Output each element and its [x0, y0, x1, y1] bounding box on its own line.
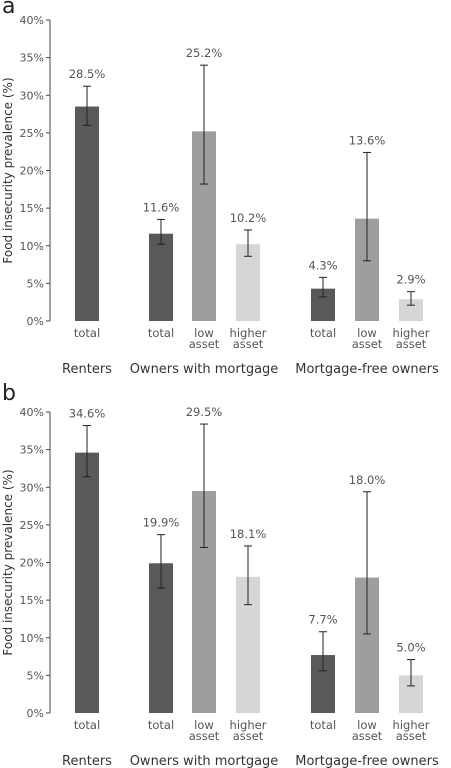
- panel-a-data-label: 4.3%: [308, 258, 337, 272]
- panel-b-y-tick-label: 25%: [20, 519, 44, 532]
- panel-a-bar: [399, 299, 423, 321]
- panel-label-a: a: [2, 0, 16, 19]
- panel-b-y-tick-label: 35%: [20, 444, 44, 457]
- panel-b-bar: [75, 452, 99, 713]
- panel-b-x-tick-label: higher asset: [230, 718, 267, 743]
- panel-a-y-tick-label: 20%: [20, 165, 44, 178]
- panel-b-data-label: 18.1%: [230, 527, 267, 541]
- panel-b-data-label: 5.0%: [396, 641, 425, 655]
- panel-a-group-label: Owners with mortgage: [130, 362, 279, 377]
- panel-a-y-tick-label: 5%: [27, 277, 44, 290]
- panel-a-x-tick-label: higher asset: [393, 326, 430, 351]
- panel-a-x-tick-label: low asset: [189, 326, 220, 351]
- panel-a-x-tick-label: low asset: [352, 326, 383, 351]
- panel-b-x-tick-label: low asset: [352, 718, 383, 743]
- panel-b-x-tick-label: total: [310, 718, 336, 732]
- panel-b-group-label: Renters: [62, 754, 112, 768]
- panel-b-y-tick-label: 20%: [20, 557, 44, 570]
- panel-b-x-tick-label: higher asset: [393, 718, 430, 743]
- panel-b-group-label: Owners with mortgage: [130, 754, 279, 768]
- panel-a-data-label: 28.5%: [69, 67, 106, 81]
- panel-b-data-label: 19.9%: [143, 516, 180, 530]
- panel-a-y-tick-label: 10%: [20, 240, 44, 253]
- panel-a-y-tick-label: 35%: [20, 52, 44, 65]
- panel-b-data-label: 34.6%: [69, 407, 106, 421]
- panel-a-data-label: 10.2%: [230, 211, 267, 225]
- panel-a-y-tick-label: 15%: [20, 202, 44, 215]
- panel-a-group-label: Renters: [62, 362, 112, 377]
- panel-a-y-tick-label: 0%: [27, 315, 44, 328]
- panel-a-bar: [149, 233, 173, 321]
- panel-a-x-tick-label: higher asset: [230, 326, 267, 351]
- panel-a-bar: [236, 244, 260, 321]
- panel-b-y-tick-label: 0%: [27, 707, 44, 720]
- panel-a-y-tick-label: 25%: [20, 127, 44, 140]
- panel-a-y-axis-title: Food insecurity prevalence (%): [1, 77, 15, 263]
- panel-b-data-label: 18.0%: [349, 473, 386, 487]
- panel-a-group-label: Mortgage-free owners: [295, 362, 439, 377]
- panel-a-x-tick-label: total: [148, 326, 174, 340]
- panel-b-y-tick-label: 10%: [20, 632, 44, 645]
- panel-b-y-axis-title: Food insecurity prevalence (%): [1, 469, 15, 655]
- panel-a-x-tick-label: total: [74, 326, 100, 340]
- panel-label-b: b: [2, 381, 16, 406]
- panel-a-data-label: 25.2%: [186, 46, 223, 60]
- panel-a-bar: [75, 106, 99, 321]
- panel-a-data-label: 2.9%: [396, 273, 425, 287]
- panel-b-data-label: 29.5%: [186, 405, 223, 419]
- panel-b-x-tick-label: low asset: [189, 718, 220, 743]
- panel-b-y-tick-label: 30%: [20, 481, 44, 494]
- panel-a-y-tick-label: 40%: [20, 14, 44, 27]
- panel-b-y-tick-label: 40%: [20, 406, 44, 419]
- panel-a-data-label: 13.6%: [349, 133, 386, 147]
- panel-b-data-label: 7.7%: [308, 613, 337, 627]
- panel-b-x-tick-label: total: [148, 718, 174, 732]
- panel-b-group-label: Mortgage-free owners: [295, 754, 439, 768]
- panel-b-y-tick-label: 5%: [27, 669, 44, 682]
- panel-b-y-tick-label: 15%: [20, 594, 44, 607]
- panel-a-data-label: 11.6%: [143, 200, 180, 214]
- panel-a-y-tick-label: 30%: [20, 89, 44, 102]
- panel-b-x-tick-label: total: [74, 718, 100, 732]
- panel-a-x-tick-label: total: [310, 326, 336, 340]
